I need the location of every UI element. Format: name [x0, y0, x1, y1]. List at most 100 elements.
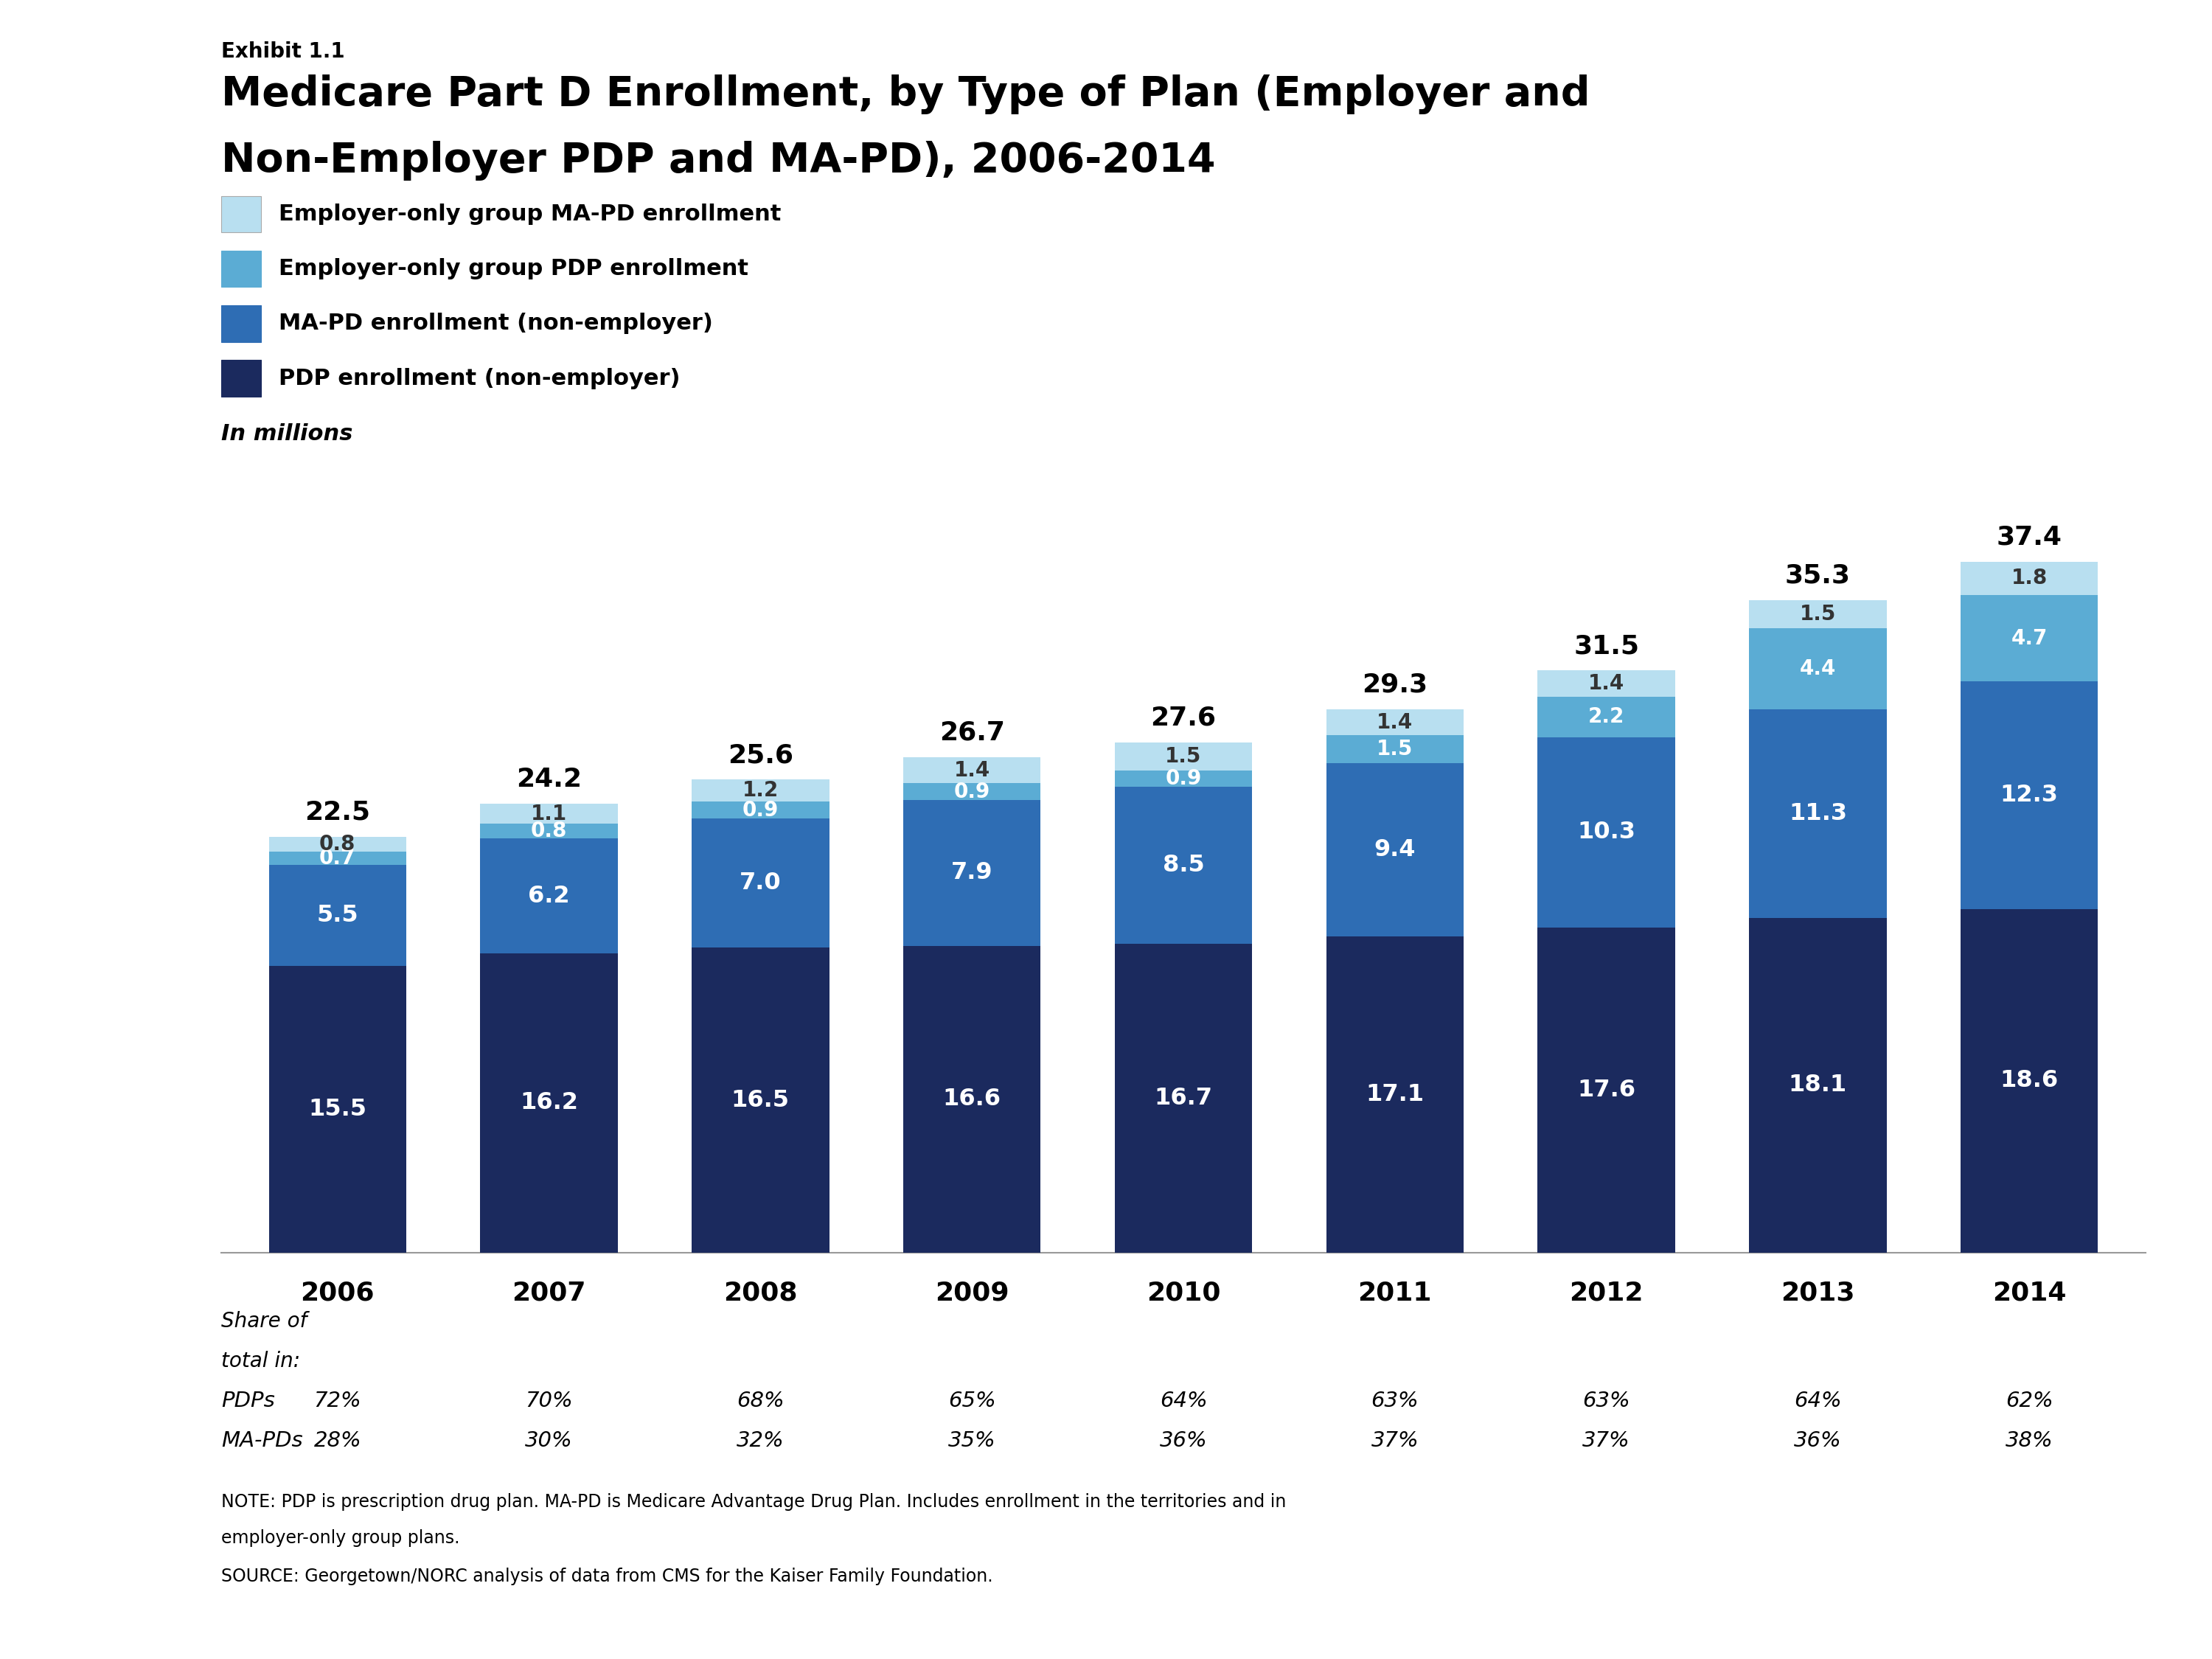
- Text: 2008: 2008: [723, 1281, 799, 1306]
- Text: 18.6: 18.6: [2000, 1070, 2059, 1092]
- Bar: [1327, 735, 1464, 763]
- Text: 2011: 2011: [1358, 1281, 1431, 1306]
- Text: 22.5: 22.5: [305, 800, 369, 825]
- Text: KAISER: KAISER: [1980, 1531, 2057, 1550]
- Text: 7.9: 7.9: [951, 861, 993, 884]
- Text: 6.2: 6.2: [529, 884, 571, 907]
- Bar: [1537, 737, 1674, 927]
- Bar: [1115, 944, 1252, 1253]
- Text: 4.4: 4.4: [1801, 659, 1836, 679]
- Text: Non-Employer PDP and MA-PD), 2006-2014: Non-Employer PDP and MA-PD), 2006-2014: [221, 141, 1217, 181]
- Text: 2010: 2010: [1146, 1281, 1221, 1306]
- Text: MA-PD enrollment (non-employer): MA-PD enrollment (non-employer): [279, 314, 712, 333]
- Bar: [480, 825, 617, 839]
- Bar: [692, 801, 830, 818]
- Text: 26.7: 26.7: [940, 720, 1004, 745]
- Text: 1.5: 1.5: [1166, 747, 1201, 766]
- Text: 1.4: 1.4: [1376, 712, 1413, 733]
- Bar: [1960, 909, 2097, 1253]
- Text: 37.4: 37.4: [1997, 524, 2062, 549]
- Text: 5.5: 5.5: [316, 904, 358, 927]
- Text: 7.0: 7.0: [739, 871, 781, 894]
- Text: total in:: total in:: [221, 1350, 301, 1370]
- Bar: [480, 954, 617, 1253]
- Bar: [1327, 937, 1464, 1253]
- Bar: [692, 947, 830, 1253]
- Text: 63%: 63%: [1582, 1390, 1630, 1410]
- Text: 1.5: 1.5: [1376, 738, 1413, 760]
- Text: 10.3: 10.3: [1577, 821, 1635, 844]
- Text: 30%: 30%: [524, 1430, 573, 1450]
- Text: 38%: 38%: [2006, 1430, 2053, 1450]
- Text: Exhibit 1.1: Exhibit 1.1: [221, 41, 345, 61]
- Text: Medicare Part D Enrollment, by Type of Plan (Employer and: Medicare Part D Enrollment, by Type of P…: [221, 75, 1590, 114]
- Text: 70%: 70%: [524, 1390, 573, 1410]
- Text: 0.9: 0.9: [743, 800, 779, 821]
- Text: Employer-only group MA-PD enrollment: Employer-only group MA-PD enrollment: [279, 204, 781, 224]
- Text: 0.9: 0.9: [1166, 768, 1201, 790]
- Bar: [1960, 561, 2097, 596]
- Bar: [902, 758, 1040, 783]
- Bar: [1327, 710, 1464, 735]
- Bar: [1327, 763, 1464, 937]
- Bar: [902, 946, 1040, 1253]
- Text: 28%: 28%: [314, 1430, 361, 1450]
- Text: FOUNDATION: FOUNDATION: [1978, 1596, 2059, 1608]
- Text: 15.5: 15.5: [307, 1098, 367, 1121]
- Text: PDP enrollment (non-employer): PDP enrollment (non-employer): [279, 368, 681, 388]
- Text: 1.4: 1.4: [953, 760, 991, 781]
- Text: 18.1: 18.1: [1790, 1073, 1847, 1097]
- Text: PDPs: PDPs: [221, 1390, 274, 1410]
- Bar: [270, 864, 407, 966]
- Bar: [902, 800, 1040, 946]
- Bar: [1115, 770, 1252, 786]
- Text: 2012: 2012: [1568, 1281, 1644, 1306]
- Text: 16.5: 16.5: [732, 1088, 790, 1112]
- Text: 24.2: 24.2: [515, 766, 582, 791]
- Bar: [480, 839, 617, 954]
- Bar: [1750, 629, 1887, 710]
- Text: 72%: 72%: [314, 1390, 361, 1410]
- Text: 1.2: 1.2: [743, 780, 779, 801]
- Text: 2009: 2009: [936, 1281, 1009, 1306]
- Text: 1.4: 1.4: [1588, 674, 1624, 693]
- Text: 2007: 2007: [511, 1281, 586, 1306]
- Bar: [1960, 682, 2097, 909]
- Bar: [480, 803, 617, 825]
- Text: 16.6: 16.6: [942, 1088, 1002, 1110]
- Text: 1.5: 1.5: [1801, 604, 1836, 624]
- Bar: [692, 818, 830, 947]
- Bar: [692, 780, 830, 801]
- Text: 27.6: 27.6: [1150, 705, 1217, 730]
- Text: 25.6: 25.6: [728, 743, 794, 768]
- Text: 65%: 65%: [949, 1390, 995, 1410]
- Text: 68%: 68%: [737, 1390, 785, 1410]
- Text: 31.5: 31.5: [1573, 634, 1639, 659]
- Bar: [1537, 927, 1674, 1253]
- Text: 0.8: 0.8: [319, 834, 356, 854]
- Text: NOTE: PDP is prescription drug plan. MA-PD is Medicare Advantage Drug Plan. Incl: NOTE: PDP is prescription drug plan. MA-…: [221, 1493, 1285, 1511]
- Text: 2014: 2014: [1993, 1281, 2066, 1306]
- Bar: [1537, 697, 1674, 737]
- Text: In millions: In millions: [221, 423, 352, 445]
- Text: 1.8: 1.8: [2011, 567, 2048, 589]
- Text: 0.9: 0.9: [953, 781, 991, 801]
- Text: 35%: 35%: [949, 1430, 995, 1450]
- Bar: [1115, 743, 1252, 770]
- Bar: [1750, 601, 1887, 629]
- Bar: [270, 836, 407, 851]
- Bar: [1115, 786, 1252, 944]
- Bar: [1750, 917, 1887, 1253]
- Text: 64%: 64%: [1159, 1390, 1208, 1410]
- Text: 35.3: 35.3: [1785, 564, 1851, 589]
- Text: 17.1: 17.1: [1365, 1083, 1425, 1107]
- Text: 2.2: 2.2: [1588, 707, 1624, 727]
- Text: 0.7: 0.7: [319, 848, 356, 868]
- Text: MA-PDs: MA-PDs: [221, 1430, 303, 1450]
- Text: 63%: 63%: [1371, 1390, 1418, 1410]
- Text: 29.3: 29.3: [1363, 672, 1427, 697]
- Text: 9.4: 9.4: [1374, 838, 1416, 861]
- Text: 16.7: 16.7: [1155, 1087, 1212, 1110]
- Bar: [1537, 670, 1674, 697]
- Text: 37%: 37%: [1582, 1430, 1630, 1450]
